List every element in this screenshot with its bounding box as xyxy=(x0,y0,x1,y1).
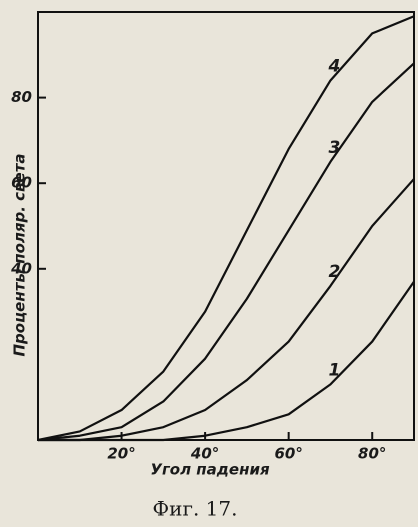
x-tick-label: 20° xyxy=(107,445,135,463)
series-label: 3 xyxy=(329,138,341,158)
series-line xyxy=(38,178,415,442)
series-label: 4 xyxy=(328,56,341,76)
y-axis-label: Проценты поляр. света xyxy=(11,153,29,356)
series-label: 1 xyxy=(329,360,341,380)
x-tick-label: 80° xyxy=(358,445,386,463)
y-tick-label: 80 xyxy=(11,88,32,106)
y-tick-label: 40 xyxy=(10,259,32,277)
series-label: 2 xyxy=(329,262,341,282)
series-line xyxy=(37,62,415,442)
y-tick-label: 60 xyxy=(11,174,32,192)
x-tick-label: 60° xyxy=(274,445,302,463)
figure-caption: Фиг. 17. xyxy=(153,497,238,521)
x-tick-label: 40° xyxy=(190,445,219,463)
plot-frame xyxy=(37,11,415,441)
series-line xyxy=(37,15,415,442)
series-line xyxy=(38,281,415,442)
x-axis-label: Угол падения xyxy=(150,461,270,479)
